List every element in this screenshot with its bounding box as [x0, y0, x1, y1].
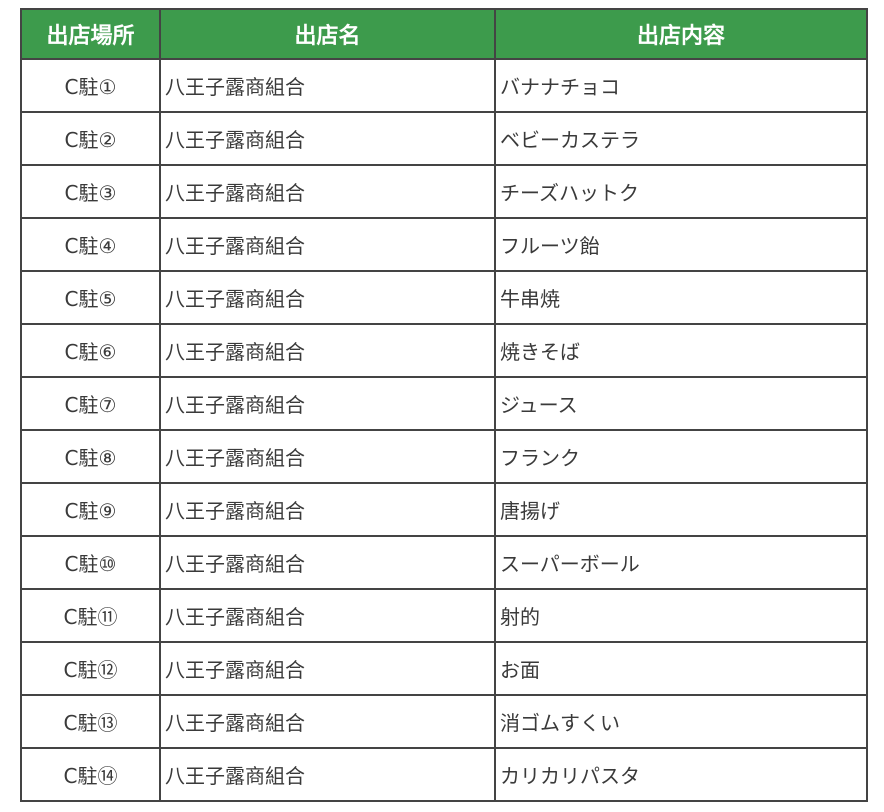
- name-cell: 八王子露商組合: [159, 111, 496, 166]
- table-row: C駐③ 八王子露商組合 チーズハットク: [20, 164, 868, 219]
- table-row: C駐① 八王子露商組合 バナナチョコ: [20, 58, 868, 113]
- vendor-table: 出店場所 出店名 出店内容 C駐① 八王子露商組合 バナナチョコ C駐② 八王子露商組合…: [20, 8, 868, 802]
- table-row: C駐⑭ 八王子露商組合 カリカリパスタ: [20, 747, 868, 802]
- content-cell: チーズハットク: [494, 164, 868, 219]
- name-cell: 八王子露商組合: [159, 376, 496, 431]
- location-cell: C駐⑬: [20, 694, 161, 749]
- content-cell: 射的: [494, 588, 868, 643]
- name-cell: 八王子露商組合: [159, 323, 496, 378]
- content-cell: カリカリパスタ: [494, 747, 868, 802]
- table-row: C駐⑬ 八王子露商組合 消ゴムすくい: [20, 694, 868, 749]
- content-cell: フランク: [494, 429, 868, 484]
- location-cell: C駐④: [20, 217, 161, 272]
- location-cell: C駐⑭: [20, 747, 161, 802]
- table-row: C駐⑩ 八王子露商組合 スーパーボール: [20, 535, 868, 590]
- name-cell: 八王子露商組合: [159, 429, 496, 484]
- name-cell: 八王子露商組合: [159, 535, 496, 590]
- table-row: C駐⑥ 八王子露商組合 焼きそば: [20, 323, 868, 378]
- content-cell: フルーツ飴: [494, 217, 868, 272]
- content-cell: 牛串焼: [494, 270, 868, 325]
- table-row: C駐⑧ 八王子露商組合 フランク: [20, 429, 868, 484]
- table-row: C駐⑫ 八王子露商組合 お面: [20, 641, 868, 696]
- name-cell: 八王子露商組合: [159, 694, 496, 749]
- content-cell: スーパーボール: [494, 535, 868, 590]
- content-cell: 唐揚げ: [494, 482, 868, 537]
- name-cell: 八王子露商組合: [159, 164, 496, 219]
- location-cell: C駐③: [20, 164, 161, 219]
- table-row: C駐② 八王子露商組合 ベビーカステラ: [20, 111, 868, 166]
- location-cell: C駐①: [20, 58, 161, 113]
- name-cell: 八王子露商組合: [159, 588, 496, 643]
- header-content: 出店内容: [494, 8, 868, 60]
- name-cell: 八王子露商組合: [159, 747, 496, 802]
- name-cell: 八王子露商組合: [159, 217, 496, 272]
- location-cell: C駐⑨: [20, 482, 161, 537]
- location-cell: C駐⑤: [20, 270, 161, 325]
- table-row: C駐④ 八王子露商組合 フルーツ飴: [20, 217, 868, 272]
- table-row: C駐⑦ 八王子露商組合 ジュース: [20, 376, 868, 431]
- header-name: 出店名: [159, 8, 496, 60]
- content-cell: ベビーカステラ: [494, 111, 868, 166]
- content-cell: 消ゴムすくい: [494, 694, 868, 749]
- name-cell: 八王子露商組合: [159, 58, 496, 113]
- content-cell: バナナチョコ: [494, 58, 868, 113]
- header-location: 出店場所: [20, 8, 161, 60]
- name-cell: 八王子露商組合: [159, 482, 496, 537]
- table-row: C駐⑪ 八王子露商組合 射的: [20, 588, 868, 643]
- content-cell: 焼きそば: [494, 323, 868, 378]
- name-cell: 八王子露商組合: [159, 641, 496, 696]
- content-cell: ジュース: [494, 376, 868, 431]
- table-row: C駐⑤ 八王子露商組合 牛串焼: [20, 270, 868, 325]
- location-cell: C駐⑫: [20, 641, 161, 696]
- table-row: C駐⑨ 八王子露商組合 唐揚げ: [20, 482, 868, 537]
- location-cell: C駐⑧: [20, 429, 161, 484]
- location-cell: C駐⑥: [20, 323, 161, 378]
- header-row: 出店場所 出店名 出店内容: [20, 8, 868, 60]
- name-cell: 八王子露商組合: [159, 270, 496, 325]
- content-cell: お面: [494, 641, 868, 696]
- location-cell: C駐⑩: [20, 535, 161, 590]
- location-cell: C駐②: [20, 111, 161, 166]
- location-cell: C駐⑪: [20, 588, 161, 643]
- location-cell: C駐⑦: [20, 376, 161, 431]
